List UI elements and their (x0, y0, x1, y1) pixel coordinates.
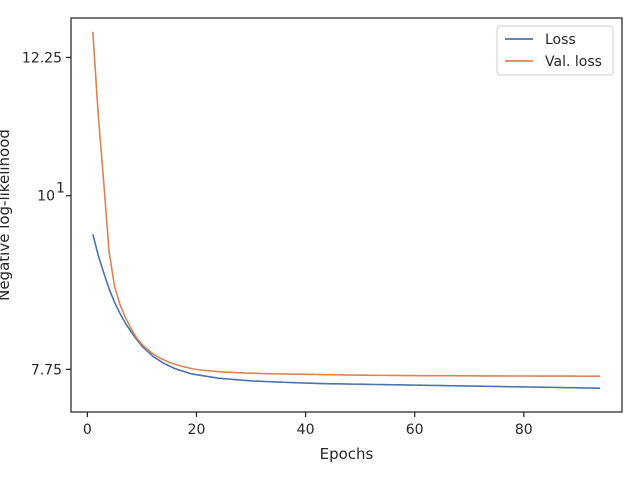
legend-label: Loss (545, 32, 576, 48)
y-axis: 7.75 10 1 12.25 (22, 50, 71, 378)
x-tick-label: 80 (515, 422, 533, 438)
x-axis-label: Epochs (320, 445, 374, 463)
plot-area (70, 17, 623, 413)
series-layer (92, 31, 601, 389)
y-tick-label: 10 (37, 189, 55, 205)
x-tick-label: 60 (406, 422, 424, 438)
x-tick-label: 0 (83, 422, 92, 438)
y-axis-label: Negative log-likelihood (0, 129, 13, 301)
x-tick-label: 20 (188, 422, 206, 438)
plot-frame (70, 17, 623, 413)
y-tick-label: 7.75 (31, 362, 62, 378)
legend-label: Val. loss (545, 54, 602, 70)
y-tick-label: 12.25 (22, 50, 62, 66)
x-axis: 0 20 40 60 80 (83, 412, 533, 438)
x-tick-label: 40 (297, 422, 315, 438)
series-line-val-loss (92, 31, 601, 377)
legend: Loss Val. loss (496, 25, 614, 76)
y-tick-exponent: 1 (56, 181, 65, 197)
series-line-loss (92, 234, 601, 389)
